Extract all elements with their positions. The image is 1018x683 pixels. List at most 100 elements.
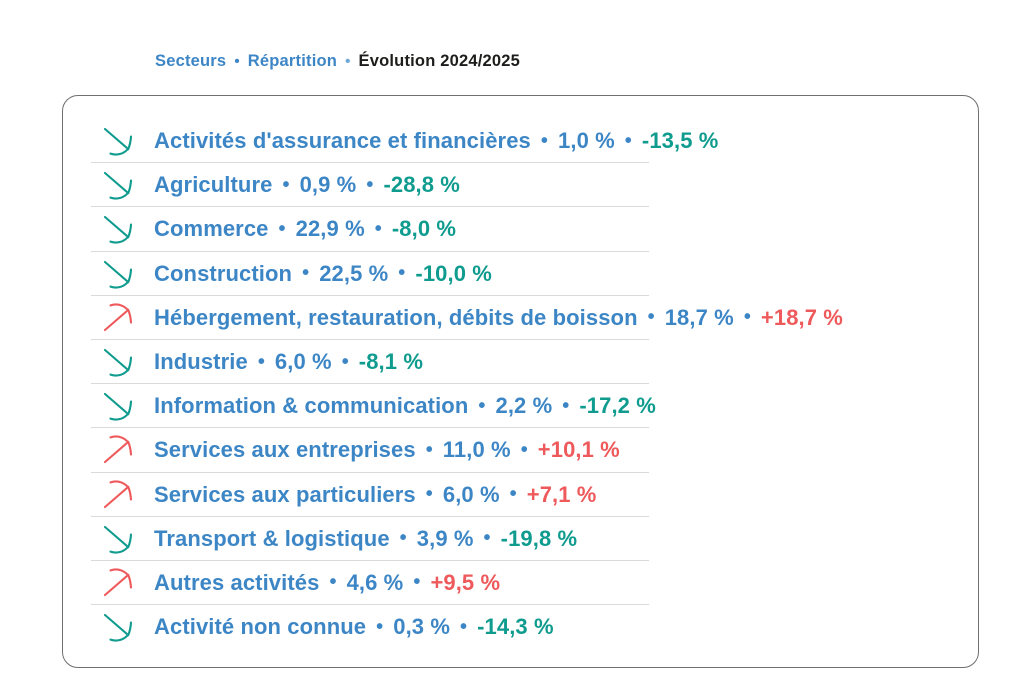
tab-evolution-current[interactable]: Évolution 2024/2025 — [358, 52, 521, 70]
sector-share-percent: 0,3 % — [393, 614, 451, 640]
separator-dot: • — [460, 615, 468, 638]
trend-up-arrow-icon — [101, 435, 135, 465]
tab-repartition[interactable]: Répartition — [247, 52, 338, 70]
sector-name: Activités d'assurance et financières — [154, 128, 531, 154]
sector-evolution-percent: +18,7 % — [760, 304, 843, 330]
sector-evolution-percent: -13,5 % — [641, 128, 719, 154]
trend-down-arrow-icon — [103, 172, 133, 200]
separator-dot: • — [509, 483, 517, 506]
trend-down-arrow-icon — [103, 128, 133, 156]
separator-dot: • — [257, 350, 265, 373]
separator-dot: • — [520, 438, 528, 461]
separator-dot: • — [624, 129, 632, 152]
sector-name: Hébergement, restauration, débits de boi… — [154, 304, 638, 330]
sector-row: Activités d'assurance et financières • 1… — [63, 119, 978, 164]
sector-evolution-percent: +10,1 % — [537, 437, 620, 463]
sector-evolution-percent: +9,5 % — [430, 569, 501, 595]
separator-dot: • — [374, 217, 382, 240]
sector-name: Industrie — [154, 349, 248, 375]
sector-share-percent: 2,2 % — [495, 393, 553, 419]
sector-row: Autres activités • 4,6 % • +9,5 % — [63, 561, 978, 606]
sector-row: Construction • 22,5 % • -10,0 % — [63, 252, 978, 296]
sector-name: Agriculture — [154, 172, 273, 198]
trend-down-arrow-icon — [101, 170, 135, 200]
separator-dot: • — [483, 527, 491, 550]
trend-down-arrow-icon — [101, 214, 135, 244]
sector-share-percent: 22,5 % — [319, 260, 389, 286]
trend-down-arrow-icon — [103, 614, 133, 642]
separator-dot: • — [413, 571, 421, 594]
separator-dot: • — [540, 129, 549, 152]
separator-dot: • — [341, 350, 349, 373]
separator-dot: • — [647, 306, 655, 329]
sector-share-percent: 3,9 % — [416, 525, 474, 551]
sector-row: Transport & logistique • 3,9 % • -19,8 % — [63, 517, 978, 562]
sector-share-percent: 22,9 % — [295, 216, 365, 242]
sector-row: Services aux particuliers • 6,0 % • +7,1… — [63, 473, 978, 517]
trend-down-arrow-icon — [101, 259, 135, 289]
sector-share-percent: 18,7 % — [664, 304, 734, 330]
sector-name: Services aux entreprises — [154, 437, 416, 463]
sector-share-percent: 11,0 % — [442, 437, 511, 463]
sector-name: Activité non connue — [154, 614, 367, 640]
sector-row: Information & communication • 2,2 % • -1… — [63, 384, 978, 429]
sector-evolution-percent: -10,0 % — [415, 260, 492, 286]
sector-row: Hébergement, restauration, débits de boi… — [63, 296, 978, 341]
trend-up-arrow-icon — [103, 568, 133, 597]
sector-evolution-percent: -28,8 % — [383, 172, 460, 198]
sector-evolution-percent: -8,1 % — [358, 349, 423, 375]
sector-row: Activité non connue • 0,3 % • -14,3 % — [63, 605, 978, 649]
separator-dot: • — [302, 262, 310, 285]
sector-share-percent: 6,0 % — [274, 349, 332, 375]
trend-down-arrow-icon — [103, 216, 133, 244]
trend-up-arrow-icon — [103, 435, 133, 464]
separator-dot: • — [366, 173, 374, 196]
trend-down-arrow-icon — [101, 391, 135, 421]
trend-down-arrow-icon — [101, 126, 135, 156]
sector-evolution-percent: +7,1 % — [526, 481, 597, 507]
sector-row: Industrie • 6,0 % • -8,1 % — [63, 340, 978, 385]
trend-down-arrow-icon — [103, 393, 133, 421]
trend-up-arrow-icon — [103, 303, 133, 331]
separator-dot: • — [398, 262, 406, 285]
trend-down-arrow-icon — [103, 525, 133, 554]
trend-down-arrow-icon — [101, 347, 135, 377]
trend-down-arrow-icon — [103, 260, 133, 289]
separator-dot: • — [376, 615, 384, 638]
sector-name: Autres activités — [154, 569, 320, 595]
breadcrumb-separator-dot: • — [234, 53, 240, 70]
separator-dot: • — [399, 527, 407, 550]
sector-name: Construction — [154, 260, 293, 286]
separator-dot: • — [278, 217, 286, 240]
sector-evolution-percent: -8,0 % — [391, 216, 457, 242]
sector-name: Services aux particuliers — [154, 481, 416, 507]
trend-down-arrow-icon — [103, 348, 133, 377]
trend-up-arrow-icon — [101, 568, 135, 598]
separator-dot: • — [425, 483, 433, 506]
separator-dot: • — [425, 438, 433, 461]
sector-name: Transport & logistique — [154, 525, 390, 551]
sector-name: Information & communication — [154, 393, 469, 419]
trend-down-arrow-icon — [101, 524, 135, 554]
separator-dot: • — [282, 173, 290, 196]
sector-evolution-percent: -17,2 % — [579, 393, 656, 419]
tab-secteurs[interactable]: Secteurs — [155, 52, 227, 70]
sector-row: Commerce • 22,9 % • -8,0 % — [63, 207, 978, 252]
sectors-evolution-panel: Activités d'assurance et financières • 1… — [62, 95, 979, 668]
trend-up-arrow-icon — [101, 480, 135, 510]
trend-up-arrow-icon — [103, 480, 133, 508]
separator-dot: • — [329, 571, 337, 594]
breadcrumb-separator-dot: • — [345, 53, 351, 70]
sector-share-percent: 4,6 % — [346, 569, 404, 595]
sector-share-percent: 6,0 % — [442, 481, 500, 507]
separator-dot: • — [562, 394, 570, 417]
sector-row: Agriculture • 0,9 % • -28,8 % — [63, 163, 978, 208]
trend-down-arrow-icon — [101, 612, 135, 642]
breadcrumb: Secteurs • Répartition • Évolution 2024/… — [155, 52, 520, 71]
sector-row: Services aux entreprises • 11,0 % • +10,… — [63, 428, 978, 473]
sector-evolution-percent: -14,3 % — [477, 614, 554, 640]
sector-share-percent: 0,9 % — [299, 172, 357, 198]
separator-dot: • — [478, 394, 486, 417]
separator-dot: • — [743, 306, 751, 329]
sector-share-percent: 1,0 % — [558, 128, 615, 154]
